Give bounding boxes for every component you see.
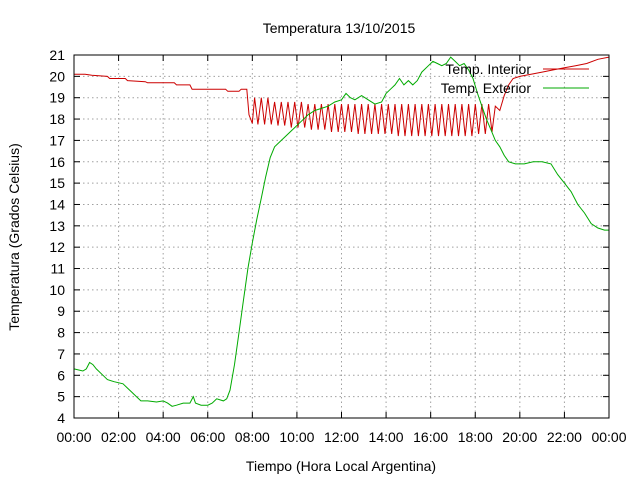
x-tick-label: 02:00 — [101, 429, 136, 445]
y-tick-label: 20 — [49, 68, 65, 84]
y-tick-label: 10 — [49, 282, 65, 298]
y-tick-label: 4 — [57, 410, 65, 426]
chart-title: Temperatura 13/10/2015 — [263, 20, 416, 36]
y-tick-label: 18 — [49, 111, 65, 127]
y-tick-label: 14 — [49, 196, 65, 212]
series-lines — [73, 56, 610, 407]
y-tick-label: 6 — [57, 367, 65, 383]
x-tick-label: 08:00 — [235, 429, 270, 445]
y-axis-label: Temperatura (Grados Celsius) — [6, 143, 22, 331]
series-line-interior — [74, 56, 610, 137]
x-tick-label: 10:00 — [279, 429, 314, 445]
y-axis: 4 5 6 7 8 9 10 11 12 13 14 15 16 17 18 19 20 21 — [49, 47, 609, 426]
y-tick-label: 17 — [49, 132, 65, 148]
x-tick-label: 04:00 — [146, 429, 181, 445]
x-tick-label: 22:00 — [547, 429, 582, 445]
y-tick-label: 11 — [50, 261, 65, 277]
y-tick-label: 15 — [49, 175, 65, 191]
x-tick-label: 16:00 — [413, 429, 448, 445]
x-axis: 00:00 02:00 04:00 06:00 08:00 10:00 12:00 14:00… — [56, 55, 627, 445]
legend: Temp. Interior Temp. Exterior — [441, 61, 589, 96]
y-tick-label: 7 — [57, 346, 65, 362]
y-tick-label: 8 — [57, 325, 65, 341]
y-tick-label: 5 — [57, 389, 65, 405]
legend-label: Temp. Interior — [445, 61, 531, 77]
x-tick-label: 00:00 — [56, 429, 91, 445]
x-tick-label: 00:00 — [591, 429, 626, 445]
x-tick-label: 06:00 — [190, 429, 225, 445]
x-tick-label: 20:00 — [502, 429, 537, 445]
y-tick-label: 12 — [49, 239, 65, 255]
x-tick-label: 18:00 — [458, 429, 493, 445]
x-tick-label: 14:00 — [369, 429, 404, 445]
series-line-exterior — [73, 56, 609, 407]
y-tick-label: 19 — [49, 90, 65, 106]
y-tick-label: 16 — [49, 154, 65, 170]
legend-label: Temp. Exterior — [441, 80, 532, 96]
y-tick-label: 9 — [57, 303, 65, 319]
x-axis-label: Tiempo (Hora Local Argentina) — [246, 458, 436, 474]
x-tick-label: 12:00 — [324, 429, 359, 445]
y-tick-label: 21 — [49, 47, 65, 63]
y-tick-label: 13 — [49, 218, 65, 234]
grid — [74, 55, 609, 418]
